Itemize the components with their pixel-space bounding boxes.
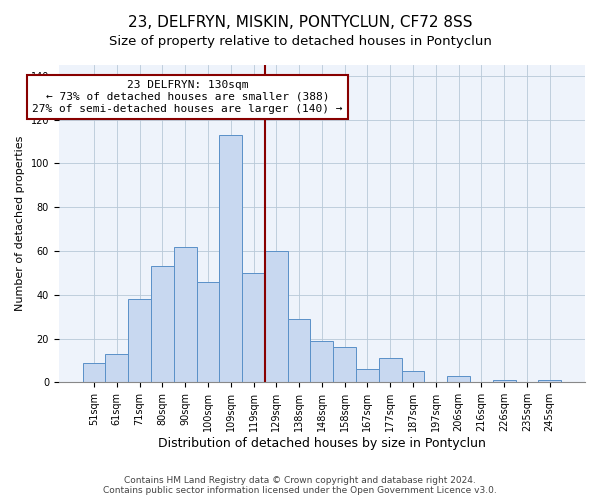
Bar [151,266,174,382]
X-axis label: Distribution of detached houses by size in Pontyclun: Distribution of detached houses by size … [158,437,486,450]
Bar [265,251,288,382]
Bar [220,135,242,382]
Bar [288,319,310,382]
Bar [447,376,470,382]
Bar [197,282,220,382]
Text: Size of property relative to detached houses in Pontyclun: Size of property relative to detached ho… [109,35,491,48]
Text: 23 DELFRYN: 130sqm
← 73% of detached houses are smaller (388)
27% of semi-detach: 23 DELFRYN: 130sqm ← 73% of detached hou… [32,80,343,114]
Text: 23, DELFRYN, MISKIN, PONTYCLUN, CF72 8SS: 23, DELFRYN, MISKIN, PONTYCLUN, CF72 8SS [128,15,472,30]
Bar [333,348,356,382]
Bar [401,372,424,382]
Text: Contains HM Land Registry data © Crown copyright and database right 2024.
Contai: Contains HM Land Registry data © Crown c… [103,476,497,495]
Bar [242,273,265,382]
Bar [174,246,197,382]
Bar [83,362,106,382]
Bar [106,354,128,382]
Bar [379,358,401,382]
Bar [538,380,561,382]
Bar [356,369,379,382]
Y-axis label: Number of detached properties: Number of detached properties [15,136,25,312]
Bar [493,380,515,382]
Bar [310,341,333,382]
Bar [128,299,151,382]
